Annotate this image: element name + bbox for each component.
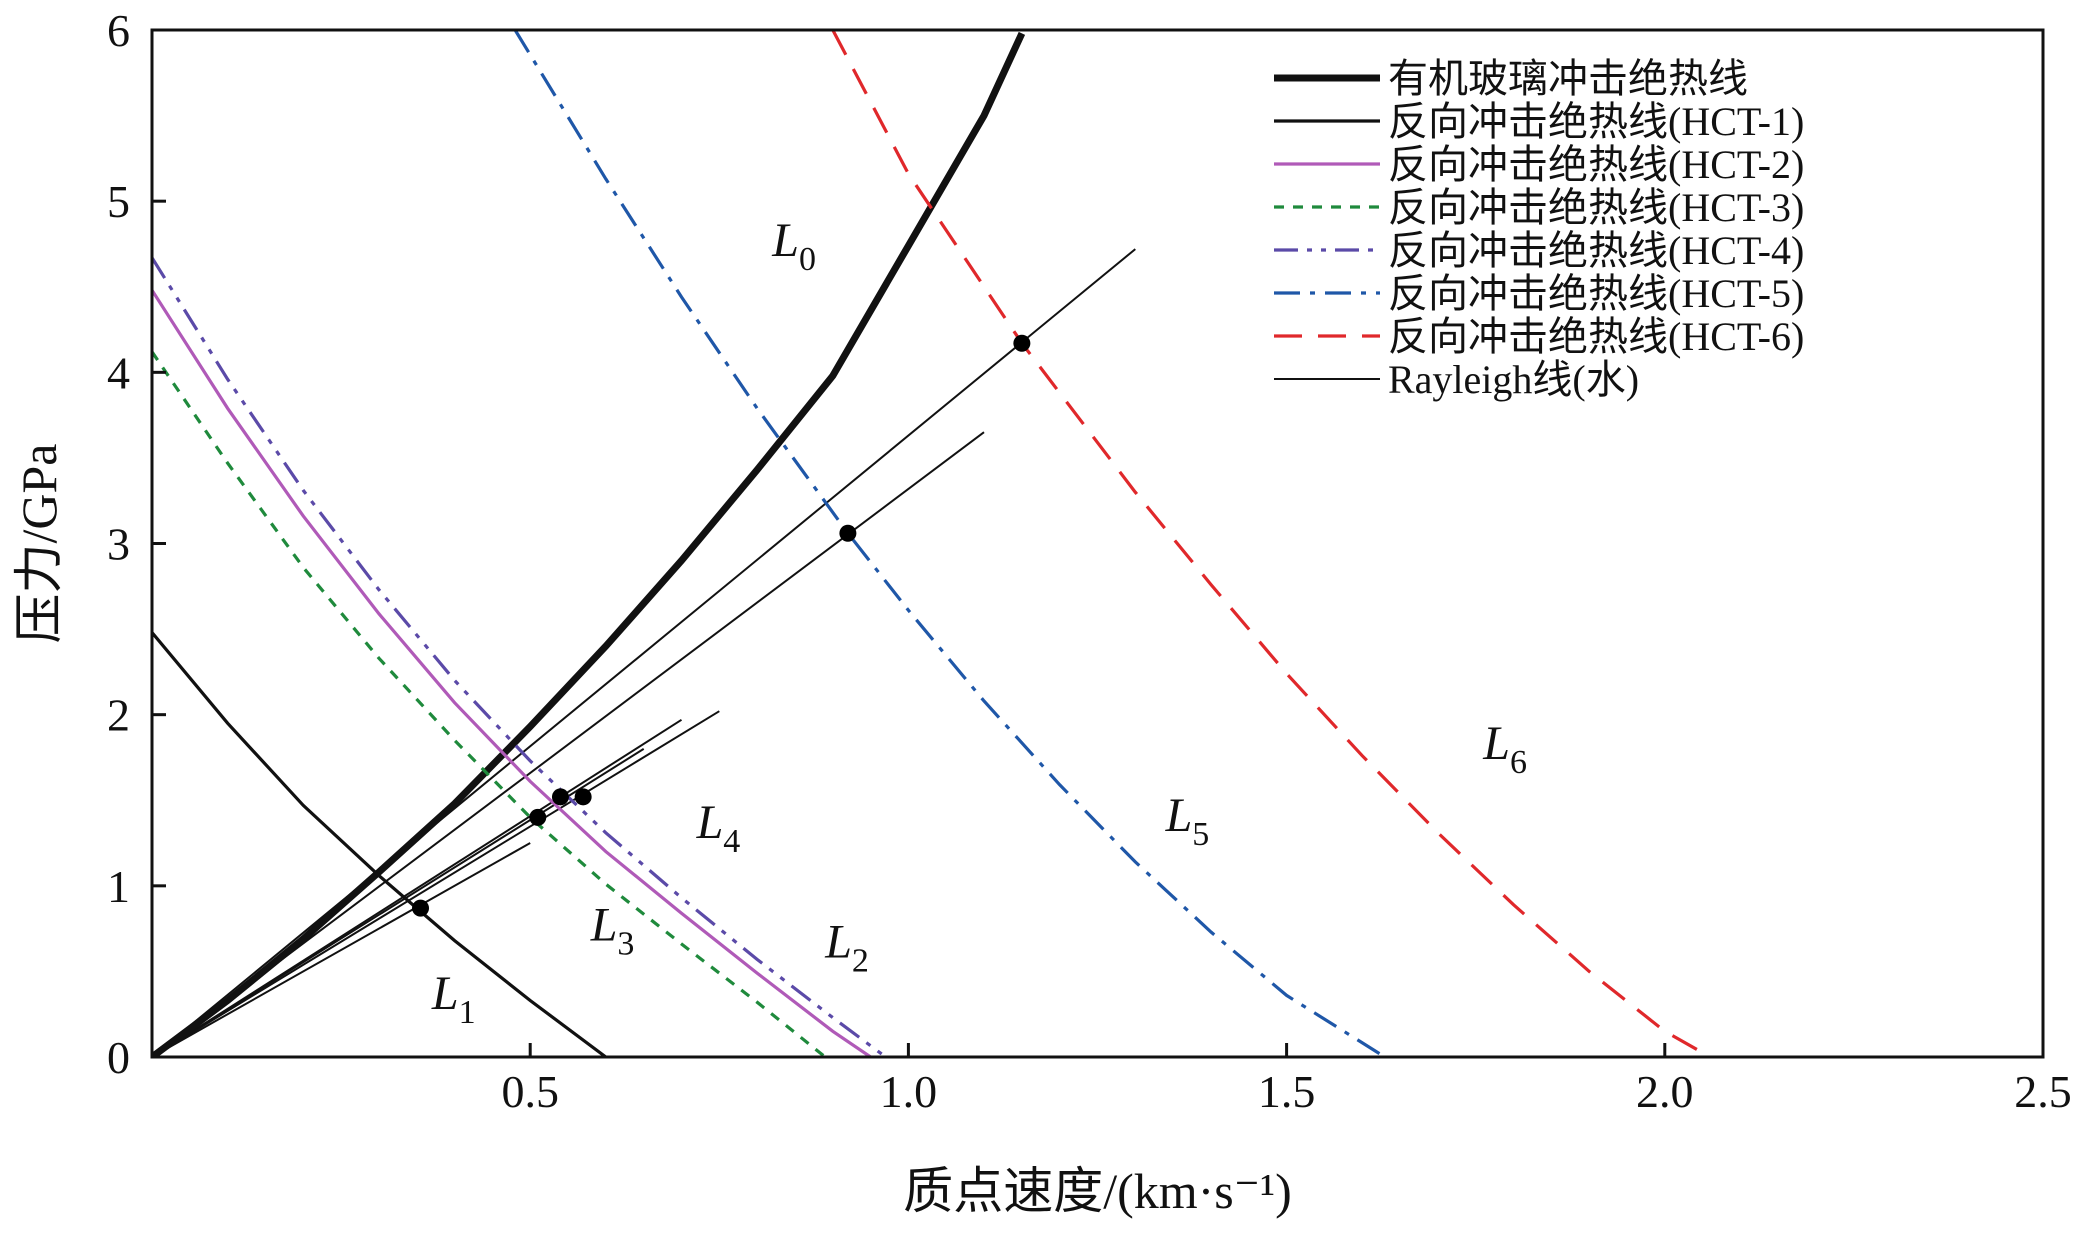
intersection-point-3 (551, 788, 569, 806)
series-line-l1 (152, 631, 607, 1057)
x-tick-label-5: 2.5 (2014, 1066, 2072, 1117)
intersection-points-group (412, 334, 1031, 917)
curve-label-l6: L6 (1482, 717, 1527, 781)
series-line-l6 (831, 30, 1711, 1057)
x-axis-title: 质点速度/(km·s⁻¹) (903, 1163, 1292, 1219)
intersection-point-5 (839, 524, 857, 542)
curve-label-l4: L4 (696, 796, 741, 860)
legend-label-l6: 反向冲击绝热线(HCT-6) (1388, 314, 1804, 359)
rayleigh-line-6 (152, 248, 1136, 1057)
curve-label-l0: L0 (771, 214, 816, 278)
intersection-point-4 (574, 788, 592, 806)
series-line-l0 (152, 31, 1026, 1057)
rayleigh-line-4 (152, 710, 720, 1057)
series-line-l2 (152, 289, 872, 1057)
legend-label-l5: 反向冲击绝热线(HCT-5) (1388, 271, 1804, 316)
rayleigh-line-1 (152, 842, 531, 1057)
curve-label-l1: L1 (431, 967, 476, 1031)
series-line-l5 (513, 30, 1386, 1057)
legend-label-l2: 反向冲击绝热线(HCT-2) (1388, 142, 1804, 187)
x-axis-ticks: 0.5 1.0 1.5 2.0 2.5 (501, 1043, 2072, 1117)
curve-label-l2: L2 (824, 916, 869, 980)
intersection-point-6 (1013, 334, 1031, 352)
x-tick-label-3: 1.5 (1258, 1066, 1316, 1117)
y-tick-label-7: 6 (107, 5, 130, 56)
series-line-l4 (152, 256, 887, 1057)
y-tick-label-5: 4 (107, 347, 130, 398)
series-group (152, 30, 1711, 1057)
legend-label-l0: 有机玻璃冲击绝热线 (1388, 56, 1748, 101)
y-tick-label-6: 5 (107, 176, 130, 227)
legend-label-l3: 反向冲击绝热线(HCT-3) (1388, 185, 1804, 230)
legend-label-l4: 反向冲击绝热线(HCT-4) (1388, 228, 1804, 273)
legend-label-rayleigh: Rayleigh线(水) (1388, 357, 1639, 402)
legend: 有机玻璃冲击绝热线反向冲击绝热线(HCT-1)反向冲击绝热线(HCT-2)反向冲… (1274, 56, 1804, 402)
y-axis-ticks: 0 1 2 3 4 5 6 (107, 5, 166, 1083)
y-axis-title: 压力/GPa (11, 444, 67, 644)
x-tick-label-4: 2.0 (1636, 1066, 1694, 1117)
series-line-l3 (152, 350, 827, 1057)
legend-label-l1: 反向冲击绝热线(HCT-1) (1388, 99, 1804, 144)
x-tick-label-1: 0.5 (501, 1066, 559, 1117)
y-tick-label-3: 2 (107, 690, 130, 741)
intersection-point-2 (529, 808, 547, 826)
y-tick-label-1: 0 (107, 1032, 130, 1083)
x-tick-label-2: 1.0 (880, 1066, 938, 1117)
y-tick-label-2: 1 (107, 861, 130, 912)
curve-labels-group: L0 L1 L2 L3 L4 L5 L6 (431, 214, 1527, 1031)
rayleigh-line-3 (152, 718, 683, 1057)
y-tick-label-4: 3 (107, 519, 130, 570)
rayleigh-lines-group (152, 248, 1136, 1057)
curve-label-l5: L5 (1165, 789, 1210, 853)
curve-label-l3: L3 (590, 899, 635, 963)
intersection-point-1 (412, 899, 430, 917)
